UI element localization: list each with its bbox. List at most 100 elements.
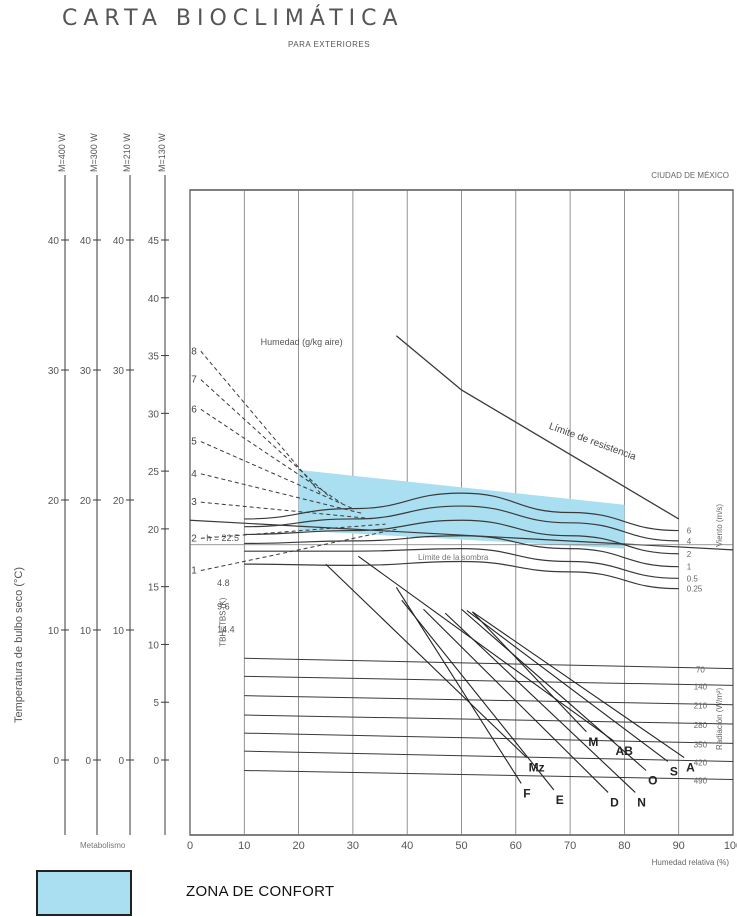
shade-axis-label: TBH=TBS (K) (218, 597, 227, 646)
metabolic-scale-label: M=130 W (157, 133, 167, 172)
radiation-line (244, 675, 734, 686)
month-label: Mz (529, 761, 545, 775)
radiation-line (244, 732, 734, 744)
metabolic-tick-label: 10 (113, 626, 125, 637)
x-tick-label: 90 (673, 840, 685, 852)
wind-label: 2 (687, 550, 692, 559)
humidity-line (200, 501, 375, 520)
x-tick-label: 40 (401, 840, 413, 852)
wind-curve (244, 535, 679, 568)
humidity-label: 2 (191, 533, 197, 544)
month-label: F (523, 786, 530, 800)
metabolic-tick-label: 0 (53, 756, 59, 767)
x-axis-label: Humedad relativa (%) (652, 858, 730, 867)
humidity-label: 6 (191, 404, 197, 415)
month-label: A (686, 761, 695, 775)
month-label: O (648, 774, 657, 788)
metabolic-scales (61, 175, 169, 835)
month-label: M (588, 735, 598, 749)
wind-label: 4 (687, 537, 692, 546)
metabolic-tick-label: 20 (148, 525, 160, 536)
radiation-label: 280 (694, 721, 708, 730)
radiation-line (244, 750, 734, 762)
metabolic-scale-label: M=300 W (89, 133, 99, 172)
humidity-line (200, 523, 386, 539)
chart-lines (189, 335, 734, 781)
metabolic-tick-label: 40 (80, 236, 92, 247)
metabolic-tick-label: 10 (148, 640, 160, 651)
chart-title: CARTA BIOCLIMÁTICA (62, 6, 404, 31)
legend-label: ZONA DE CONFORT (186, 883, 335, 900)
x-tick-label: 70 (564, 840, 576, 852)
shade-limit-label: Límite de la sombra (418, 553, 489, 562)
hr-label: h = 22.5 (206, 533, 239, 543)
humidity-label: 1 (191, 566, 197, 577)
metabolic-tick-label: 10 (48, 626, 60, 637)
radiation-label: 420 (694, 758, 708, 767)
month-line (401, 599, 555, 791)
metabolic-tick-label: 40 (113, 236, 125, 247)
radiation-line (244, 695, 734, 706)
y-axis-label: Temperatura de bulbo seco (°C) (13, 567, 25, 723)
wind-curve (244, 560, 679, 590)
radiation-label: 350 (694, 740, 708, 749)
wind-label: 0.25 (687, 585, 703, 594)
wind-label: 6 (687, 527, 692, 536)
metabolic-tick-label: 0 (153, 756, 159, 767)
metabolic-tick-label: 40 (48, 236, 60, 247)
humidity-line (200, 528, 397, 572)
chart-subtitle: PARA EXTERIORES (288, 40, 371, 49)
month-line (444, 612, 636, 793)
month-label: AB (616, 744, 634, 758)
wind-curve (244, 519, 679, 555)
metabolic-tick-label: 0 (85, 756, 91, 767)
month-line (471, 611, 587, 733)
wind-axis-label: Viento (m/s) (715, 504, 724, 547)
month-line (472, 611, 685, 759)
wind-label: 0.5 (687, 574, 699, 583)
humidity-label: 7 (191, 375, 197, 386)
radiation-line (244, 657, 734, 670)
wind-curve (244, 492, 679, 532)
metabolic-tick-label: 35 (148, 352, 160, 363)
month-label: E (556, 793, 564, 807)
x-tick-label: 20 (292, 840, 304, 852)
month-line (461, 608, 647, 771)
humidity-label: 3 (191, 497, 197, 508)
x-tick-label: 50 (455, 840, 467, 852)
metabolic-tick-label: 20 (113, 496, 125, 507)
legend-swatch (36, 870, 132, 916)
humidity-line (200, 379, 332, 499)
radiation-label: 210 (694, 702, 708, 711)
metabolic-tick-label: 20 (48, 496, 60, 507)
month-label: D (610, 795, 619, 809)
location-label: CIUDAD DE MÉXICO (651, 171, 729, 180)
x-tick-label: 10 (238, 840, 250, 852)
resistance-limit-line (395, 335, 680, 520)
metabolic-tick-label: 30 (48, 366, 60, 377)
x-tick-label: 60 (510, 840, 522, 852)
metabolic-tick-label: 25 (148, 467, 160, 478)
metabolic-tick-label: 5 (153, 698, 159, 709)
humidity-label: 8 (191, 346, 197, 357)
wind-curve (244, 505, 679, 542)
radiation-line (244, 770, 734, 781)
humidity-line (200, 408, 343, 504)
metabolic-tick-label: 30 (113, 366, 125, 377)
month-line (358, 555, 614, 742)
metabolic-tick-label: 20 (80, 496, 92, 507)
x-tick-label: 100 (724, 840, 737, 852)
humidity-line (200, 350, 321, 494)
humidity-axis-label: Humedad (g/kg aire) (261, 337, 343, 347)
month-line (423, 608, 609, 793)
radiation-label: 70 (696, 666, 705, 675)
humidity-label: 5 (191, 437, 197, 448)
wind-label: 1 (687, 563, 692, 572)
metabolic-tick-label: 45 (148, 236, 160, 247)
shade-left-label: 9.6 (217, 601, 230, 611)
radiation-line (244, 714, 734, 725)
shade-left-label: 14.4 (217, 624, 235, 634)
humidity-label: 4 (191, 469, 197, 480)
month-label: S (670, 764, 678, 778)
radiation-label: 490 (694, 777, 708, 786)
